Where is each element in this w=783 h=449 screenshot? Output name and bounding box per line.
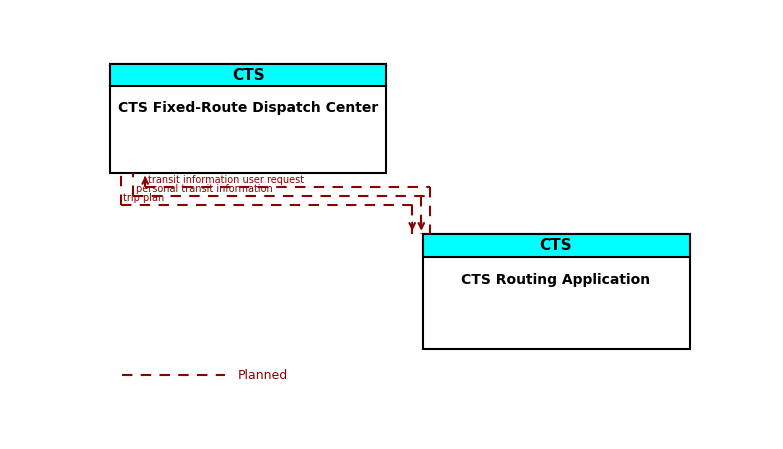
Bar: [110, 64, 386, 173]
Bar: [110, 64, 386, 86]
Text: CTS: CTS: [539, 238, 572, 253]
Text: CTS Fixed-Route Dispatch Center: CTS Fixed-Route Dispatch Center: [118, 101, 378, 115]
Text: trip plan: trip plan: [123, 193, 164, 203]
Text: Planned: Planned: [237, 369, 287, 382]
Text: personal transit information: personal transit information: [136, 184, 272, 194]
Text: transit information user request: transit information user request: [148, 175, 305, 185]
Text: CTS: CTS: [232, 68, 265, 83]
Bar: [423, 233, 690, 349]
Bar: [423, 233, 690, 257]
Text: CTS Routing Application: CTS Routing Application: [461, 273, 651, 287]
